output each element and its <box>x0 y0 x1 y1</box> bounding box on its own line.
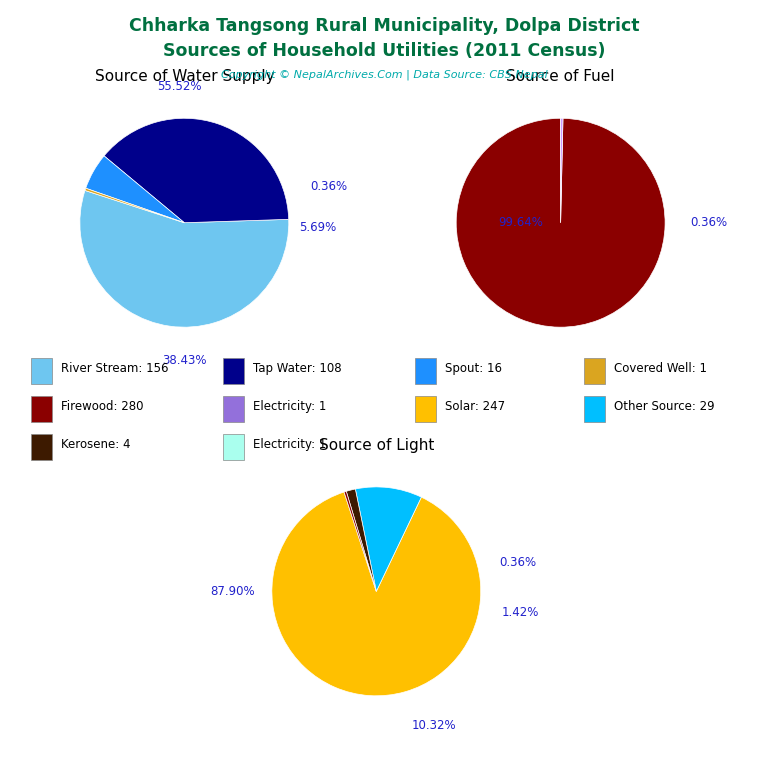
FancyBboxPatch shape <box>31 435 52 459</box>
FancyBboxPatch shape <box>584 396 605 422</box>
Text: Solar: 247: Solar: 247 <box>445 400 505 413</box>
Title: Source of Water Supply: Source of Water Supply <box>94 69 274 84</box>
FancyBboxPatch shape <box>584 358 605 384</box>
Text: 1.42%: 1.42% <box>502 606 539 619</box>
FancyBboxPatch shape <box>223 396 244 422</box>
Text: Tap Water: 108: Tap Water: 108 <box>253 362 342 375</box>
Wedge shape <box>561 118 563 223</box>
Text: 5.69%: 5.69% <box>300 221 336 234</box>
Wedge shape <box>344 492 376 591</box>
Text: 0.36%: 0.36% <box>498 555 536 568</box>
Text: Covered Well: 1: Covered Well: 1 <box>614 362 707 375</box>
Text: Copyright © NepalArchives.Com | Data Source: CBS Nepal: Copyright © NepalArchives.Com | Data Sou… <box>220 69 548 80</box>
Wedge shape <box>104 118 289 223</box>
Wedge shape <box>272 492 481 696</box>
FancyBboxPatch shape <box>223 435 244 459</box>
Text: Electricity: 1: Electricity: 1 <box>253 439 327 451</box>
Text: 87.90%: 87.90% <box>210 585 254 598</box>
Text: 10.32%: 10.32% <box>412 719 456 732</box>
Text: Spout: 16: Spout: 16 <box>445 362 502 375</box>
FancyBboxPatch shape <box>415 358 436 384</box>
Text: Chharka Tangsong Rural Municipality, Dolpa District: Chharka Tangsong Rural Municipality, Dol… <box>129 17 639 35</box>
Text: Firewood: 280: Firewood: 280 <box>61 400 144 413</box>
Text: Other Source: 29: Other Source: 29 <box>614 400 715 413</box>
FancyBboxPatch shape <box>223 358 244 384</box>
Wedge shape <box>85 188 184 223</box>
Text: Sources of Household Utilities (2011 Census): Sources of Household Utilities (2011 Cen… <box>163 42 605 60</box>
Text: Kerosene: 4: Kerosene: 4 <box>61 439 131 451</box>
Wedge shape <box>86 156 184 223</box>
FancyBboxPatch shape <box>31 396 52 422</box>
Wedge shape <box>346 489 376 591</box>
Text: 38.43%: 38.43% <box>162 354 207 367</box>
Text: 0.36%: 0.36% <box>690 217 727 229</box>
FancyBboxPatch shape <box>415 396 436 422</box>
Text: 99.64%: 99.64% <box>498 217 544 229</box>
Text: 0.36%: 0.36% <box>310 180 347 193</box>
Text: 55.52%: 55.52% <box>157 81 201 94</box>
FancyBboxPatch shape <box>31 358 52 384</box>
Text: River Stream: 156: River Stream: 156 <box>61 362 169 375</box>
Title: Source of Light: Source of Light <box>319 438 434 452</box>
Wedge shape <box>356 487 422 591</box>
Wedge shape <box>80 190 289 327</box>
Title: Source of Fuel: Source of Fuel <box>506 69 615 84</box>
Text: Electricity: 1: Electricity: 1 <box>253 400 327 413</box>
Wedge shape <box>456 118 665 327</box>
